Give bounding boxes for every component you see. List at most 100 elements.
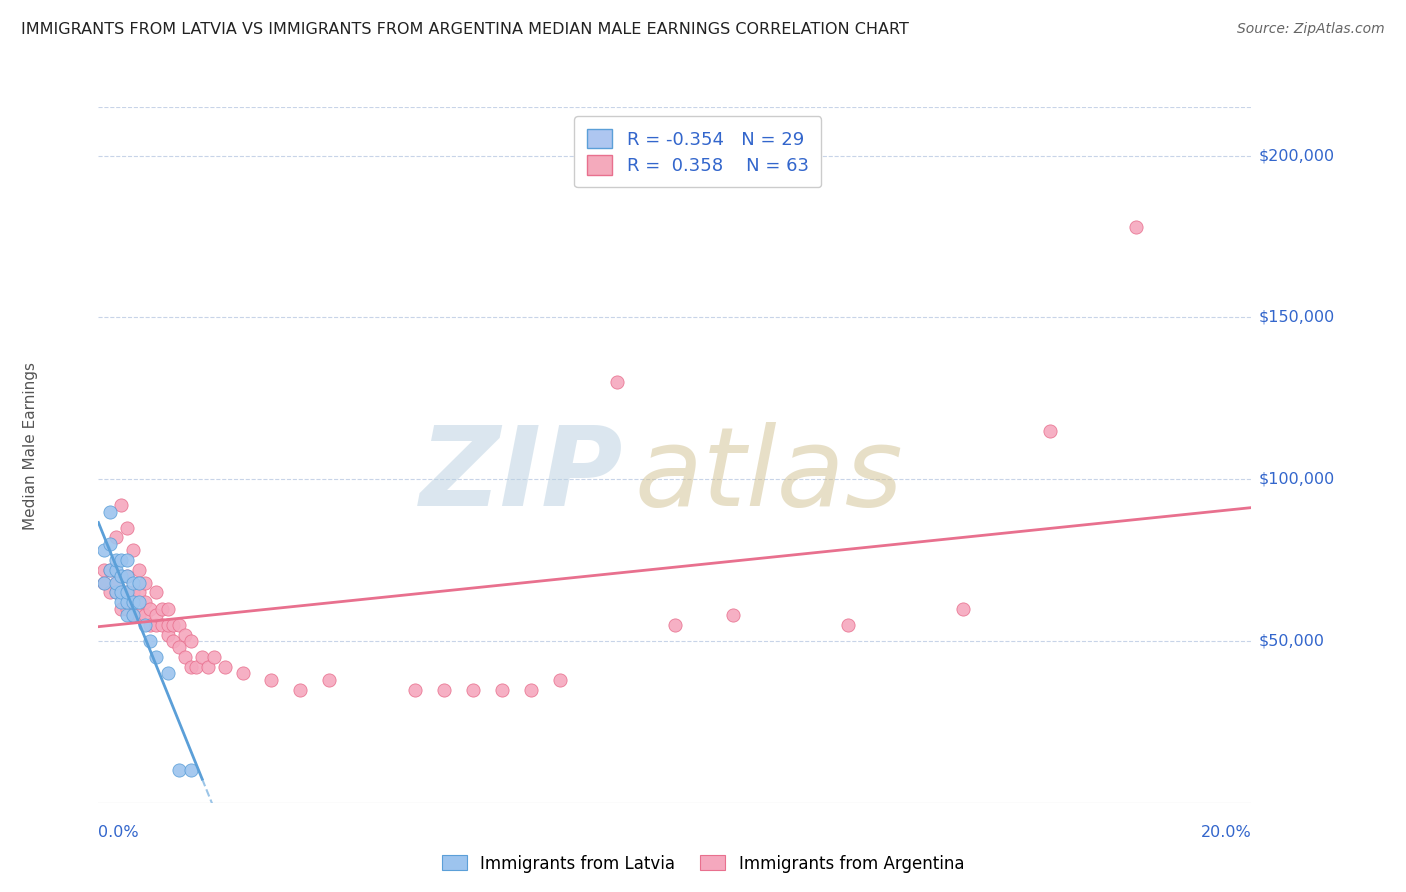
Point bbox=[122, 608, 145, 623]
Point bbox=[128, 575, 150, 590]
Point bbox=[134, 608, 156, 623]
Point bbox=[117, 521, 138, 535]
Point bbox=[98, 563, 121, 577]
Point bbox=[104, 575, 127, 590]
Point bbox=[174, 650, 197, 665]
Point bbox=[117, 585, 138, 599]
Point bbox=[197, 660, 219, 674]
Text: $100,000: $100,000 bbox=[1258, 472, 1334, 487]
Point bbox=[117, 553, 138, 567]
Point bbox=[122, 608, 145, 623]
Point bbox=[117, 569, 138, 583]
Point bbox=[491, 682, 513, 697]
Legend: Immigrants from Latvia, Immigrants from Argentina: Immigrants from Latvia, Immigrants from … bbox=[436, 848, 970, 880]
Point bbox=[122, 543, 145, 558]
Point bbox=[134, 617, 156, 632]
Point bbox=[98, 504, 121, 518]
Point bbox=[405, 682, 427, 697]
Point bbox=[128, 608, 150, 623]
Point bbox=[128, 563, 150, 577]
Text: 0.0%: 0.0% bbox=[98, 825, 139, 840]
Point bbox=[231, 666, 254, 681]
Point bbox=[104, 585, 127, 599]
Point bbox=[110, 569, 132, 583]
Point bbox=[117, 569, 138, 583]
Point bbox=[606, 375, 628, 389]
Point bbox=[837, 617, 859, 632]
Point bbox=[128, 585, 150, 599]
Point bbox=[98, 537, 121, 551]
Point bbox=[128, 595, 150, 609]
Point bbox=[110, 601, 132, 615]
Point bbox=[145, 617, 167, 632]
Point bbox=[290, 682, 312, 697]
Point bbox=[110, 553, 132, 567]
Point bbox=[150, 617, 173, 632]
Point bbox=[167, 764, 190, 778]
Point bbox=[93, 543, 115, 558]
Point bbox=[150, 601, 173, 615]
Point bbox=[122, 575, 145, 590]
Point bbox=[110, 498, 132, 512]
Point bbox=[167, 617, 190, 632]
Point bbox=[93, 575, 115, 590]
Text: $150,000: $150,000 bbox=[1258, 310, 1334, 325]
Point bbox=[721, 608, 744, 623]
Point bbox=[186, 660, 208, 674]
Text: $50,000: $50,000 bbox=[1258, 633, 1324, 648]
Point bbox=[104, 563, 127, 577]
Point bbox=[180, 660, 202, 674]
Point bbox=[139, 617, 162, 632]
Point bbox=[104, 585, 127, 599]
Point bbox=[139, 634, 162, 648]
Point bbox=[318, 673, 340, 687]
Text: 20.0%: 20.0% bbox=[1201, 825, 1251, 840]
Point bbox=[156, 617, 179, 632]
Point bbox=[156, 666, 179, 681]
Point bbox=[122, 585, 145, 599]
Point bbox=[156, 601, 179, 615]
Point bbox=[122, 595, 145, 609]
Point bbox=[117, 595, 138, 609]
Point bbox=[202, 650, 225, 665]
Point bbox=[139, 601, 162, 615]
Point bbox=[162, 634, 184, 648]
Point bbox=[520, 682, 543, 697]
Point bbox=[98, 563, 121, 577]
Text: $200,000: $200,000 bbox=[1258, 148, 1334, 163]
Point bbox=[145, 650, 167, 665]
Text: ZIP: ZIP bbox=[419, 422, 623, 529]
Point bbox=[180, 634, 202, 648]
Point bbox=[664, 617, 686, 632]
Point bbox=[93, 563, 115, 577]
Point bbox=[134, 595, 156, 609]
Point bbox=[214, 660, 236, 674]
Point bbox=[110, 585, 132, 599]
Point bbox=[433, 682, 456, 697]
Text: Source: ZipAtlas.com: Source: ZipAtlas.com bbox=[1237, 22, 1385, 37]
Point bbox=[162, 617, 184, 632]
Point bbox=[548, 673, 571, 687]
Point bbox=[104, 531, 127, 545]
Point bbox=[104, 553, 127, 567]
Point bbox=[461, 682, 484, 697]
Point bbox=[117, 601, 138, 615]
Point bbox=[952, 601, 974, 615]
Point bbox=[191, 650, 214, 665]
Text: IMMIGRANTS FROM LATVIA VS IMMIGRANTS FROM ARGENTINA MEDIAN MALE EARNINGS CORRELA: IMMIGRANTS FROM LATVIA VS IMMIGRANTS FRO… bbox=[21, 22, 908, 37]
Text: Median Male Earnings: Median Male Earnings bbox=[24, 362, 38, 530]
Point bbox=[167, 640, 190, 655]
Point bbox=[1125, 219, 1147, 234]
Point bbox=[110, 595, 132, 609]
Legend: R = -0.354   N = 29, R =  0.358    N = 63: R = -0.354 N = 29, R = 0.358 N = 63 bbox=[575, 116, 821, 187]
Point bbox=[156, 627, 179, 641]
Point bbox=[93, 575, 115, 590]
Point bbox=[117, 585, 138, 599]
Point bbox=[145, 608, 167, 623]
Point bbox=[134, 575, 156, 590]
Text: atlas: atlas bbox=[634, 422, 903, 529]
Point bbox=[104, 575, 127, 590]
Point bbox=[260, 673, 283, 687]
Point bbox=[180, 764, 202, 778]
Point bbox=[117, 608, 138, 623]
